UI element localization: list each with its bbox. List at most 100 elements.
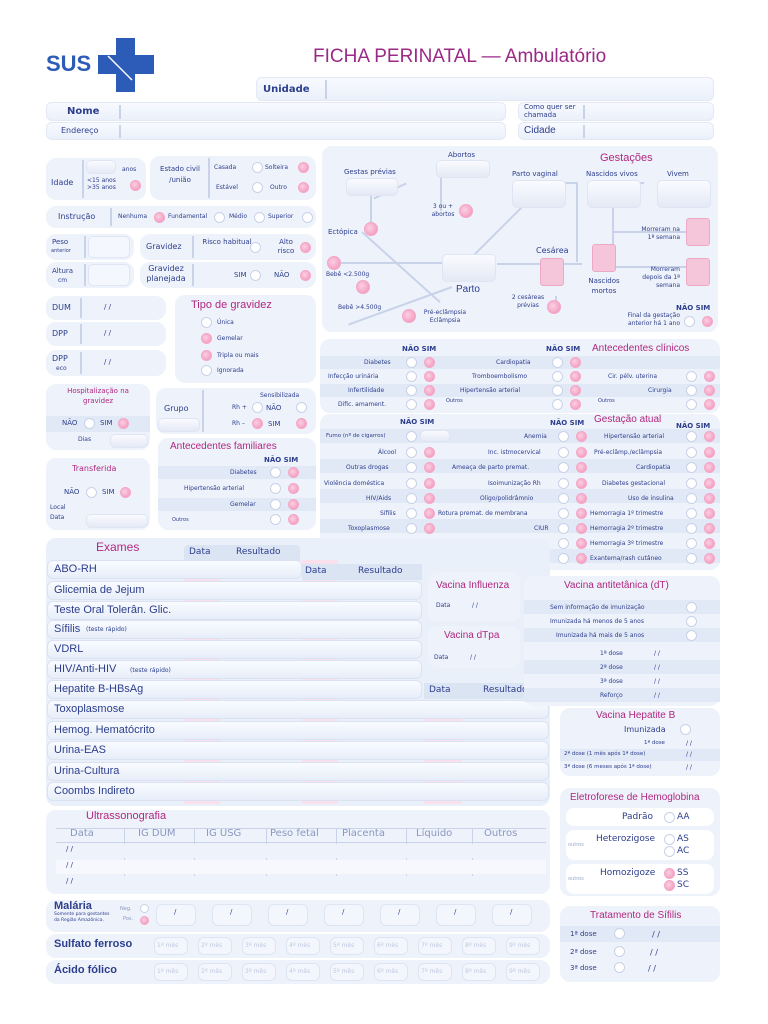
ac-radio[interactable] bbox=[664, 846, 675, 857]
morreram-2-input[interactable] bbox=[686, 258, 710, 286]
sifilis-dose3-radio[interactable] bbox=[614, 962, 625, 973]
exam-row[interactable]: Toxoplasmose bbox=[47, 700, 549, 719]
exam-row[interactable]: VDRL bbox=[47, 640, 422, 659]
como-quer-field[interactable]: Como quer ser chamada bbox=[518, 102, 714, 121]
rh-neg-radio[interactable] bbox=[252, 418, 263, 429]
planejada-sim-radio[interactable] bbox=[250, 270, 261, 281]
parto-vaginal-input[interactable] bbox=[512, 180, 566, 208]
casada-radio[interactable] bbox=[252, 162, 263, 173]
malaria-cell[interactable] bbox=[156, 904, 196, 926]
vivem-input[interactable] bbox=[657, 180, 711, 208]
fam-gemelar-nao[interactable] bbox=[270, 499, 281, 510]
malaria-cell[interactable] bbox=[380, 904, 420, 926]
sifilis-dose2-radio[interactable] bbox=[614, 946, 625, 957]
bebe-menor-radio[interactable] bbox=[327, 256, 341, 270]
exam-row[interactable]: HIV/Anti-HIV (teste rápido) bbox=[47, 660, 422, 679]
sifilis-dose1-radio[interactable] bbox=[614, 928, 625, 939]
exam-row[interactable]: Hepatite B-HBsAg bbox=[47, 680, 422, 699]
nenhuma-radio[interactable] bbox=[154, 212, 165, 223]
morreram-1-input[interactable] bbox=[686, 218, 710, 246]
influenza-date[interactable]: / / bbox=[472, 602, 478, 609]
nascidos-vivos-input[interactable] bbox=[587, 180, 641, 208]
usg-row[interactable] bbox=[56, 860, 546, 874]
rh-pos-radio[interactable] bbox=[252, 402, 263, 413]
as-radio[interactable] bbox=[664, 834, 675, 845]
superior-radio[interactable] bbox=[302, 212, 313, 223]
fumo-nao[interactable] bbox=[406, 431, 417, 442]
fundamental-radio[interactable] bbox=[214, 212, 225, 223]
bebe-maior-radio[interactable] bbox=[356, 280, 370, 294]
grupo-input[interactable] bbox=[158, 418, 200, 432]
tres-abortos-radio[interactable] bbox=[459, 204, 473, 218]
malaria-cell[interactable] bbox=[212, 904, 252, 926]
fam-hipertensao-sim[interactable] bbox=[288, 483, 299, 494]
transferida-nao-radio[interactable] bbox=[86, 487, 97, 498]
unidade-field[interactable]: Unidade bbox=[256, 77, 714, 101]
exam-row[interactable]: Glicemia de Jejum bbox=[47, 581, 422, 600]
final-gestacao-sim-radio[interactable] bbox=[702, 316, 713, 327]
nascidos-mortos-input[interactable] bbox=[592, 244, 616, 272]
dt-sem-info-radio[interactable] bbox=[686, 602, 697, 613]
malaria-cell[interactable] bbox=[492, 904, 532, 926]
alto-risco-radio[interactable] bbox=[300, 242, 311, 253]
transferida-data-input[interactable] bbox=[86, 514, 148, 528]
idade-risco-radio[interactable] bbox=[130, 180, 141, 191]
ss-radio[interactable] bbox=[664, 868, 675, 879]
risco-habitual-radio[interactable] bbox=[250, 242, 261, 253]
altura-input[interactable] bbox=[88, 264, 130, 286]
exam-row[interactable]: ABO-RH bbox=[47, 560, 302, 579]
sc-radio[interactable] bbox=[664, 880, 675, 891]
outro-radio[interactable] bbox=[298, 182, 309, 193]
exam-row[interactable]: Hemog. Hematócrito bbox=[47, 721, 549, 740]
fam-hipertensao-nao[interactable] bbox=[270, 483, 281, 494]
dpp-field[interactable]: DPP / / bbox=[46, 322, 166, 346]
sensibilizada-nao-radio[interactable] bbox=[296, 402, 307, 413]
exam-row[interactable]: Teste Oral Tolerân. Glic. bbox=[47, 601, 422, 620]
nome-field[interactable]: Nome bbox=[46, 102, 506, 121]
padrao-aa-radio[interactable] bbox=[664, 812, 675, 823]
dpp-eco-field[interactable]: DPP eco / / bbox=[46, 350, 166, 376]
dt-mais-5-radio[interactable] bbox=[686, 630, 697, 641]
exam-row[interactable]: Sífilis (teste rápido) bbox=[47, 620, 422, 639]
planejada-nao-radio[interactable] bbox=[300, 270, 311, 281]
exam-row[interactable]: Coombs Indireto bbox=[47, 782, 549, 801]
idade-input[interactable] bbox=[86, 160, 116, 174]
transferida-sim-radio[interactable] bbox=[120, 487, 131, 498]
cesarea-input[interactable] bbox=[540, 258, 564, 286]
exam-row[interactable]: Urina-Cultura bbox=[47, 762, 549, 781]
malaria-cell[interactable] bbox=[268, 904, 308, 926]
dias-input[interactable] bbox=[110, 434, 148, 448]
malaria-pos-radio[interactable] bbox=[140, 916, 149, 925]
hospitalizacao-nao-radio[interactable] bbox=[84, 418, 95, 429]
fam-diabetes-sim[interactable] bbox=[288, 467, 299, 478]
fam-outros-sim[interactable] bbox=[288, 514, 299, 525]
dtpa-date[interactable]: / / bbox=[470, 654, 476, 661]
fam-gemelar-sim[interactable] bbox=[288, 499, 299, 510]
fam-outros-nao[interactable] bbox=[270, 514, 281, 525]
final-gestacao-nao-radio[interactable] bbox=[684, 316, 695, 327]
pre-eclampsia-radio[interactable] bbox=[402, 309, 416, 323]
duas-cesareas-radio[interactable] bbox=[547, 300, 561, 314]
gestas-previas-input[interactable] bbox=[346, 178, 398, 196]
dt-menos-5-radio[interactable] bbox=[686, 616, 697, 627]
solteira-radio[interactable] bbox=[298, 162, 309, 173]
malaria-neg-radio[interactable] bbox=[140, 904, 149, 913]
hepb-imunizada-radio[interactable] bbox=[680, 724, 691, 735]
unica-radio[interactable] bbox=[201, 317, 212, 328]
estavel-radio[interactable] bbox=[252, 182, 263, 193]
abortos-input[interactable] bbox=[436, 160, 490, 178]
dum-field[interactable]: DUM / / bbox=[46, 296, 166, 320]
tripla-radio[interactable] bbox=[201, 350, 212, 361]
exam-row[interactable]: Urina-EAS bbox=[47, 741, 549, 760]
cigarros-input[interactable] bbox=[420, 430, 450, 442]
sensibilizada-sim-radio[interactable] bbox=[296, 418, 307, 429]
ectopica-radio[interactable] bbox=[364, 222, 378, 236]
hospitalizacao-sim-radio[interactable] bbox=[118, 418, 129, 429]
gemelar-radio[interactable] bbox=[201, 333, 212, 344]
usg-row[interactable] bbox=[56, 876, 546, 890]
malaria-cell[interactable] bbox=[324, 904, 364, 926]
usg-row[interactable] bbox=[56, 844, 546, 858]
medio-radio[interactable] bbox=[254, 212, 265, 223]
peso-input[interactable] bbox=[88, 236, 130, 258]
fam-diabetes-nao[interactable] bbox=[270, 467, 281, 478]
